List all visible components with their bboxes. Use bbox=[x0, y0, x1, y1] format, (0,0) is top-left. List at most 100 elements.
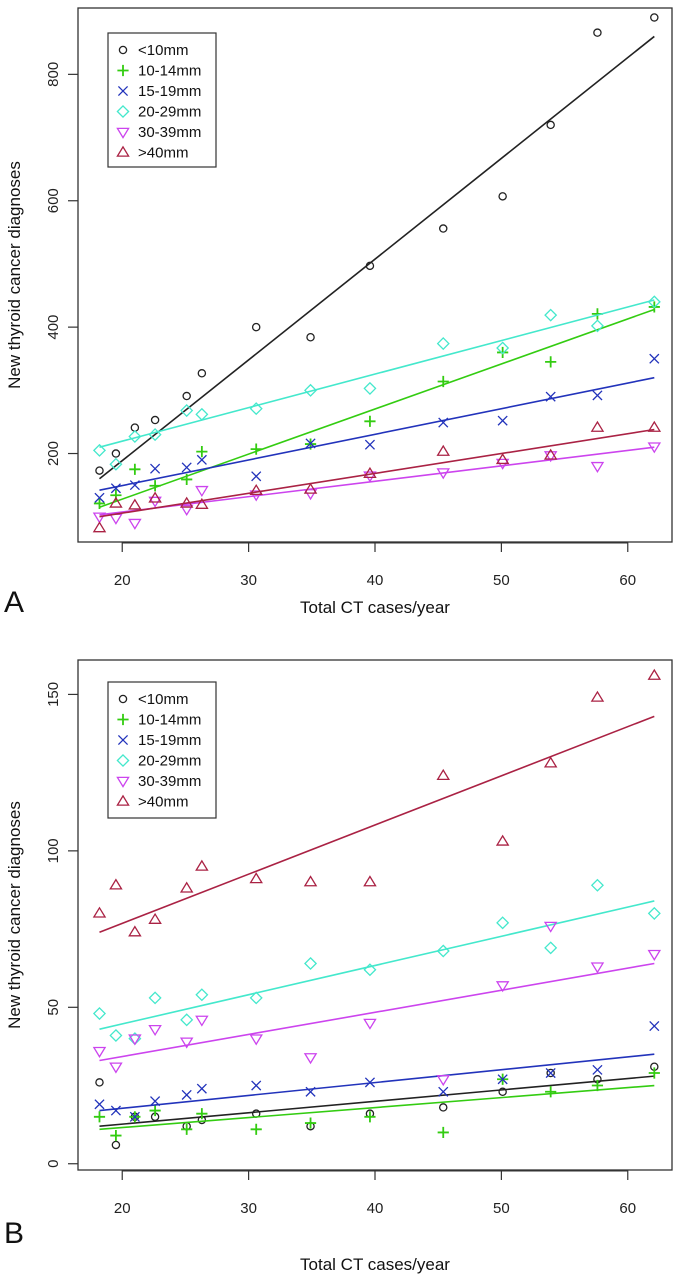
data-point bbox=[495, 452, 510, 465]
data-point bbox=[197, 369, 207, 378]
data-point bbox=[110, 1105, 121, 1116]
series-10mm bbox=[95, 1062, 659, 1150]
data-point bbox=[195, 988, 209, 1002]
legend-item: 10-14mm bbox=[117, 63, 201, 80]
data-point bbox=[196, 1083, 207, 1094]
data-point bbox=[543, 451, 558, 463]
data-point bbox=[545, 356, 557, 368]
data-point bbox=[305, 438, 316, 449]
data-point bbox=[92, 443, 107, 457]
legend-label: 20-29mm bbox=[138, 753, 201, 770]
data-point bbox=[128, 1034, 142, 1046]
data-point bbox=[647, 442, 662, 454]
data-point bbox=[592, 1064, 603, 1075]
legend-item: 15-19mm bbox=[117, 83, 201, 100]
data-point bbox=[95, 1078, 104, 1087]
series-30-39mm bbox=[92, 442, 662, 530]
data-point bbox=[303, 875, 318, 887]
x-tick-label: 50 bbox=[493, 1200, 510, 1217]
data-point bbox=[495, 981, 510, 993]
data-point bbox=[363, 1018, 377, 1030]
data-point bbox=[545, 1067, 556, 1079]
legend-box bbox=[107, 681, 217, 819]
trend-line bbox=[99, 428, 655, 518]
trend-line bbox=[99, 1084, 655, 1131]
y-tick-label: 800 bbox=[45, 62, 62, 87]
data-point bbox=[436, 337, 450, 351]
data-point bbox=[648, 1067, 660, 1079]
data-point bbox=[647, 420, 662, 432]
legend-marker-icon bbox=[118, 45, 128, 55]
trend-line bbox=[98, 35, 655, 480]
data-point bbox=[148, 491, 162, 503]
data-point bbox=[590, 319, 604, 333]
data-point bbox=[195, 407, 209, 421]
data-point bbox=[195, 497, 209, 509]
legend-label: 30-39mm bbox=[138, 773, 201, 790]
data-point bbox=[179, 496, 194, 508]
data-point bbox=[498, 1087, 507, 1097]
data-point bbox=[250, 443, 262, 455]
legend-marker-icon bbox=[116, 104, 130, 119]
data-point bbox=[543, 756, 558, 768]
data-point bbox=[111, 449, 121, 458]
data-point bbox=[181, 473, 193, 486]
legend-marker-icon bbox=[116, 127, 130, 139]
series-10mm bbox=[95, 13, 659, 480]
data-point bbox=[306, 332, 315, 342]
data-point bbox=[497, 346, 509, 359]
data-point bbox=[305, 1086, 316, 1097]
legend-marker-icon bbox=[116, 776, 130, 788]
legend-item: >40mm bbox=[116, 145, 188, 162]
data-point bbox=[590, 878, 604, 892]
data-point bbox=[129, 1111, 140, 1122]
data-point bbox=[251, 1080, 262, 1091]
series-30-39mm bbox=[92, 921, 662, 1087]
data-point bbox=[363, 963, 377, 977]
data-point bbox=[363, 875, 377, 887]
x-tick-label: 60 bbox=[619, 1200, 636, 1217]
legend-label: <10mm bbox=[138, 42, 188, 59]
data-point bbox=[546, 1068, 555, 1078]
trend-line bbox=[99, 962, 655, 1062]
data-point bbox=[181, 1123, 193, 1135]
series-40mm bbox=[92, 420, 662, 533]
legend-item: 10-14mm bbox=[117, 712, 201, 729]
x-tick-label: 60 bbox=[619, 572, 636, 589]
x-axis-title: Total CT cases/year bbox=[300, 1255, 450, 1274]
trend-line bbox=[99, 446, 655, 516]
trend-line bbox=[99, 299, 655, 448]
trend-line bbox=[99, 900, 655, 1030]
data-point bbox=[438, 1103, 448, 1112]
legend-item: <10mm bbox=[118, 42, 188, 59]
legend-marker-icon bbox=[117, 713, 129, 726]
legend-marker-icon bbox=[118, 694, 128, 704]
data-point bbox=[251, 322, 261, 332]
data-point bbox=[543, 921, 558, 933]
data-point bbox=[249, 402, 263, 416]
data-point bbox=[95, 466, 104, 475]
trend-line bbox=[99, 1075, 655, 1127]
y-tick-label: 400 bbox=[45, 315, 62, 340]
data-point bbox=[647, 668, 662, 680]
legend: <10mm 10-14mm 15-19mm 20-29mm 30-39mm >40mm bbox=[107, 32, 217, 168]
y-axis-title: New thyroid cancer diagnoses bbox=[5, 801, 24, 1029]
series-10-14mm bbox=[93, 1067, 660, 1142]
x-axis-title: Total CT cases/year bbox=[300, 598, 450, 617]
data-point bbox=[591, 1079, 604, 1092]
data-point bbox=[436, 1075, 451, 1087]
trend-line bbox=[99, 1053, 655, 1112]
data-point bbox=[148, 1024, 162, 1037]
data-point bbox=[364, 1111, 376, 1123]
data-point bbox=[495, 834, 510, 846]
data-point bbox=[93, 1111, 106, 1123]
data-point bbox=[128, 429, 142, 443]
data-point bbox=[438, 224, 448, 233]
data-point bbox=[497, 1074, 508, 1085]
data-point bbox=[196, 446, 208, 458]
data-point bbox=[179, 504, 194, 516]
legend-item: <10mm bbox=[118, 691, 188, 708]
data-point bbox=[128, 498, 142, 510]
series-20-29mm bbox=[92, 878, 661, 1046]
data-point bbox=[109, 457, 123, 471]
